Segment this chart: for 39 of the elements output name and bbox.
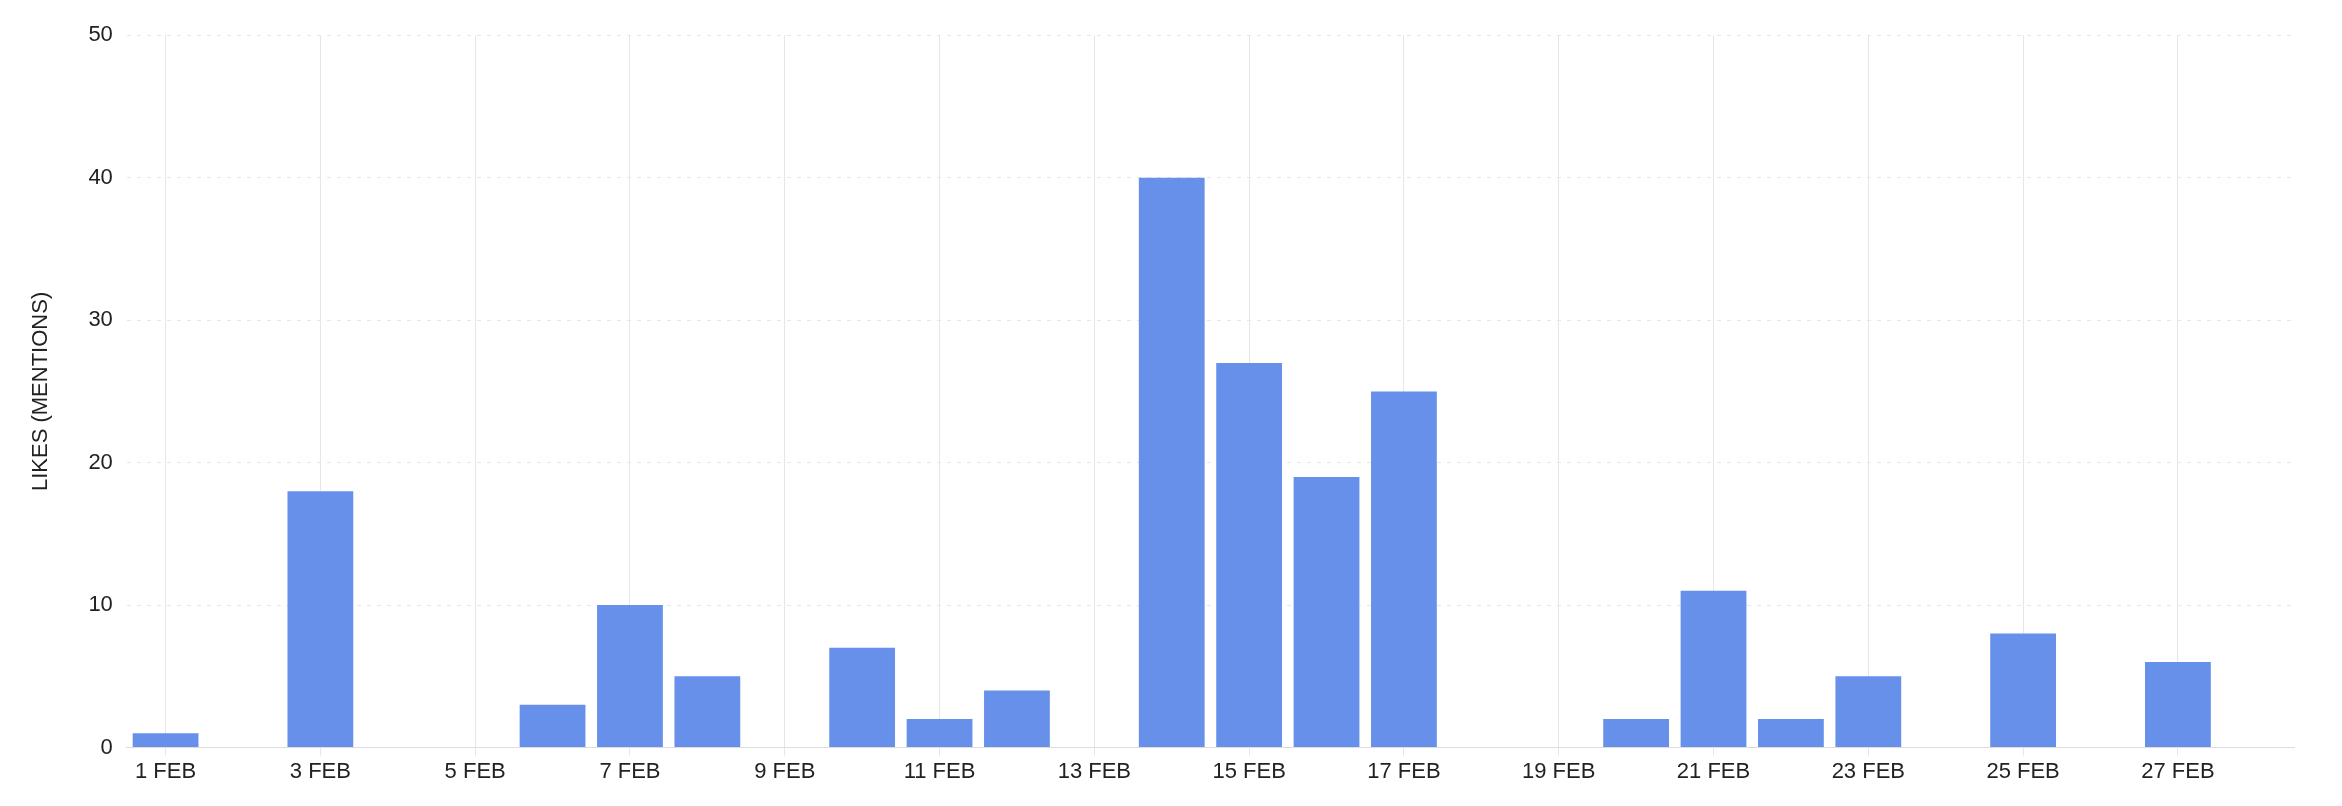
- bar: [1990, 633, 2056, 748]
- x-tick-label: 5 FEB: [444, 757, 506, 783]
- bar: [1216, 362, 1283, 748]
- bar: [2145, 662, 2211, 748]
- bar: [1680, 590, 1747, 748]
- bar: [906, 719, 973, 748]
- y-tick-label: 10: [88, 591, 113, 617]
- bar: [132, 733, 199, 748]
- x-tick-label: 7 FEB: [599, 757, 661, 783]
- bar: [1371, 391, 1437, 748]
- bar: [1603, 719, 1670, 748]
- bar: [1835, 676, 1902, 748]
- x-tick-label: 27 FEB: [2141, 757, 2215, 783]
- bar: [1293, 476, 1360, 748]
- bar: [597, 605, 663, 748]
- y-tick-label: 20: [88, 448, 113, 474]
- y-tick-label: 50: [88, 21, 113, 47]
- bar: [287, 491, 354, 748]
- x-tick-label: 23 FEB: [1831, 757, 1905, 783]
- bar: [984, 690, 1050, 748]
- y-tick-label: 0: [100, 733, 113, 759]
- x-tick-label: 25 FEB: [1986, 757, 2060, 783]
- x-tick-label: 21 FEB: [1676, 757, 1751, 783]
- x-tick-label: 3 FEB: [289, 757, 351, 783]
- y-tick-label: 30: [88, 306, 113, 332]
- bar: [519, 704, 586, 748]
- y-tick-label: 40: [88, 163, 113, 189]
- bar: [674, 676, 741, 748]
- bar: [829, 647, 896, 748]
- x-tick-label: 9 FEB: [754, 757, 816, 783]
- bar: [1758, 719, 1824, 748]
- x-tick-label: 11 FEB: [903, 757, 976, 783]
- x-tick-label: 13 FEB: [1057, 757, 1132, 783]
- x-tick-label: 15 FEB: [1212, 757, 1286, 783]
- bar: [1138, 177, 1205, 748]
- x-tick-label: 17 FEB: [1367, 757, 1441, 783]
- x-tick-label: 19 FEB: [1522, 757, 1596, 783]
- x-tick-label: 1 FEB: [135, 757, 197, 783]
- y-axis-title: LIKES (MENTIONS): [27, 291, 53, 492]
